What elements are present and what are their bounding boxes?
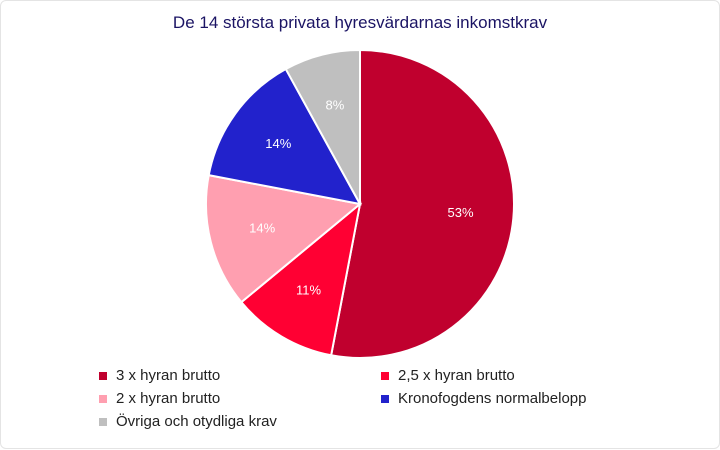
legend-swatch xyxy=(99,417,107,426)
slice-data-label: 14% xyxy=(249,221,275,236)
slice-data-label: 14% xyxy=(265,136,291,151)
legend-label: Kronofogdens normalbelopp xyxy=(398,390,587,407)
legend-label: 2,5 x hyran brutto xyxy=(398,367,515,384)
pie-slice xyxy=(284,48,361,205)
legend-swatch xyxy=(381,394,389,403)
legend-swatch xyxy=(381,371,389,380)
legend-item: 2,5 x hyran brutto xyxy=(381,367,515,384)
legend-label: 2 x hyran brutto xyxy=(116,390,221,407)
legend-label: 3 x hyran brutto xyxy=(116,367,221,384)
legend-item: 2 x hyran brutto xyxy=(99,390,220,407)
pie-slice xyxy=(329,48,515,359)
slice-data-label: 53% xyxy=(448,205,474,220)
legend-swatch xyxy=(99,394,107,403)
legend-swatch xyxy=(99,371,107,380)
pie-slice xyxy=(205,173,363,304)
legend-item: Övriga och otydliga krav xyxy=(99,413,277,430)
legend-label: Övriga och otydliga krav xyxy=(116,413,277,430)
chart-title: De 14 största privata hyresvärdarnas ink… xyxy=(172,13,548,32)
pie-slice xyxy=(239,201,362,357)
slice-data-label: 11% xyxy=(296,282,321,297)
slice-data-label: 8% xyxy=(325,98,344,113)
legend-item: Kronofogdens normalbelopp xyxy=(381,390,586,407)
legend-item: 3 x hyran brutto xyxy=(99,367,220,384)
pie-slice xyxy=(207,67,362,206)
